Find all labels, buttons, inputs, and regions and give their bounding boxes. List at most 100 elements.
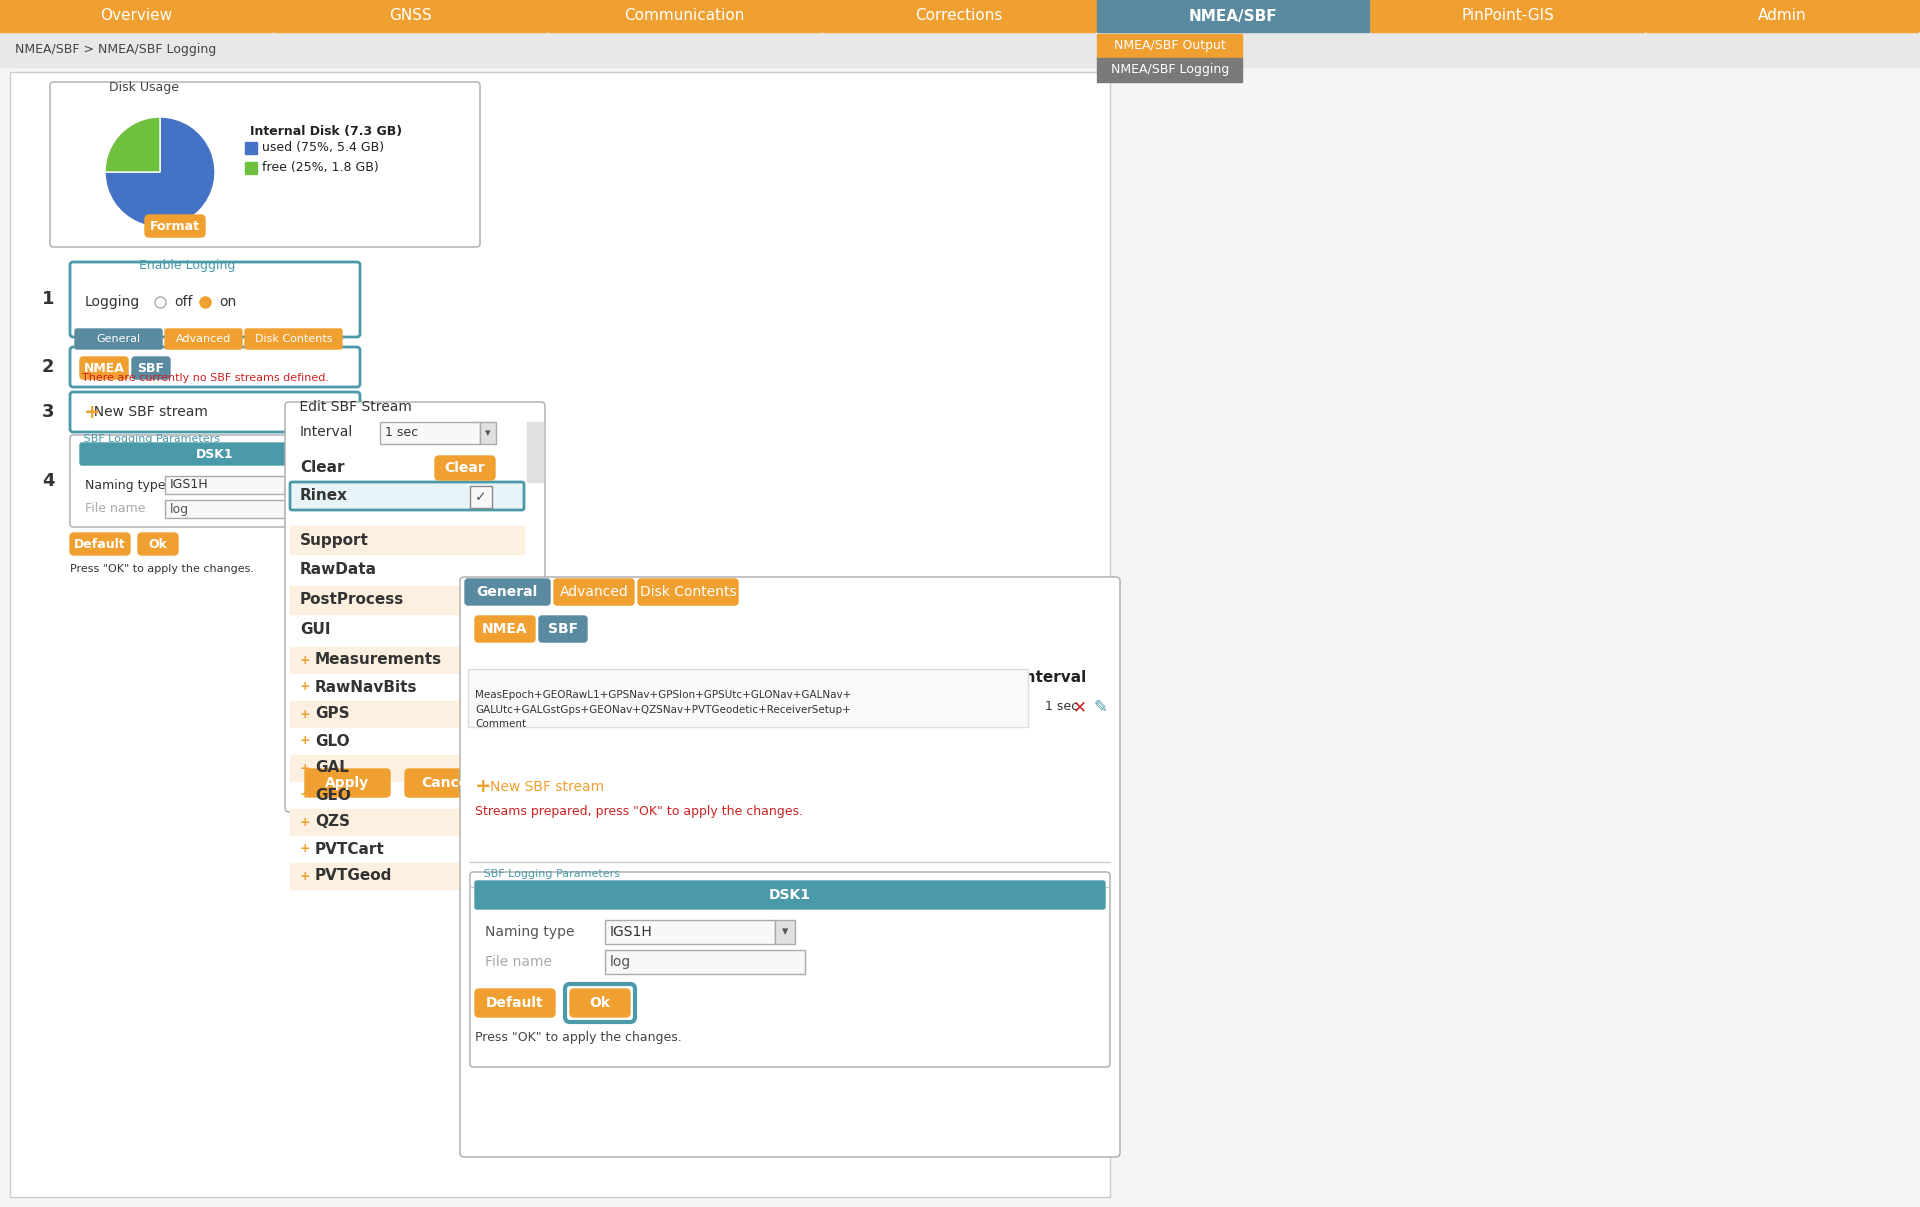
FancyBboxPatch shape bbox=[246, 162, 257, 174]
FancyBboxPatch shape bbox=[380, 422, 480, 444]
FancyBboxPatch shape bbox=[290, 809, 524, 835]
FancyBboxPatch shape bbox=[10, 72, 1110, 1197]
Text: Interval: Interval bbox=[300, 425, 353, 439]
FancyBboxPatch shape bbox=[69, 533, 131, 555]
Text: NMEA/SBF Output: NMEA/SBF Output bbox=[1114, 40, 1225, 52]
FancyBboxPatch shape bbox=[246, 330, 342, 349]
Text: RawData: RawData bbox=[300, 562, 376, 577]
FancyBboxPatch shape bbox=[138, 533, 179, 555]
Wedge shape bbox=[106, 117, 159, 173]
Text: free (25%, 1.8 GB): free (25%, 1.8 GB) bbox=[261, 162, 378, 175]
Text: New SBF stream: New SBF stream bbox=[490, 780, 605, 794]
Text: NMEA/SBF > NMEA/SBF Logging: NMEA/SBF > NMEA/SBF Logging bbox=[15, 43, 217, 57]
Text: Press "OK" to apply the changes.: Press "OK" to apply the changes. bbox=[69, 564, 253, 575]
Text: Format: Format bbox=[150, 220, 200, 233]
FancyBboxPatch shape bbox=[290, 728, 524, 754]
FancyBboxPatch shape bbox=[824, 0, 1094, 33]
Text: Edit SBF Stream: Edit SBF Stream bbox=[296, 400, 417, 414]
Text: Internal Disk (7.3 GB): Internal Disk (7.3 GB) bbox=[250, 126, 401, 139]
FancyBboxPatch shape bbox=[468, 669, 1027, 727]
FancyBboxPatch shape bbox=[132, 357, 171, 379]
Text: GLO: GLO bbox=[315, 734, 349, 748]
Text: File name: File name bbox=[486, 955, 553, 969]
FancyBboxPatch shape bbox=[474, 881, 1106, 909]
FancyBboxPatch shape bbox=[81, 357, 129, 379]
Text: IGS1H: IGS1H bbox=[611, 925, 653, 939]
FancyBboxPatch shape bbox=[165, 476, 284, 494]
FancyBboxPatch shape bbox=[290, 482, 524, 511]
FancyBboxPatch shape bbox=[305, 769, 390, 797]
Text: NMEA/SBF: NMEA/SBF bbox=[1188, 8, 1277, 23]
Text: Interval: Interval bbox=[1020, 670, 1087, 684]
FancyBboxPatch shape bbox=[480, 422, 495, 444]
Text: IGS1H: IGS1H bbox=[171, 478, 209, 491]
FancyBboxPatch shape bbox=[605, 950, 804, 974]
FancyBboxPatch shape bbox=[69, 435, 361, 527]
Text: 4: 4 bbox=[42, 472, 54, 490]
Text: GAL: GAL bbox=[315, 760, 349, 776]
FancyBboxPatch shape bbox=[526, 422, 543, 482]
FancyBboxPatch shape bbox=[474, 616, 536, 642]
FancyBboxPatch shape bbox=[570, 989, 630, 1018]
Text: Advanced: Advanced bbox=[177, 334, 230, 344]
FancyBboxPatch shape bbox=[474, 989, 555, 1018]
FancyBboxPatch shape bbox=[284, 402, 545, 812]
FancyBboxPatch shape bbox=[1371, 0, 1644, 33]
Text: GPS: GPS bbox=[315, 706, 349, 722]
FancyBboxPatch shape bbox=[290, 647, 524, 674]
FancyBboxPatch shape bbox=[1096, 34, 1242, 58]
Text: NMEA: NMEA bbox=[84, 362, 125, 374]
Text: Enable Logging: Enable Logging bbox=[134, 260, 240, 273]
Text: General: General bbox=[96, 334, 140, 344]
Text: ▾: ▾ bbox=[486, 428, 492, 438]
Text: Advanced: Advanced bbox=[559, 585, 628, 599]
FancyBboxPatch shape bbox=[69, 392, 361, 432]
Text: Communication: Communication bbox=[624, 8, 745, 23]
Text: Default: Default bbox=[486, 996, 543, 1010]
Text: off: off bbox=[175, 295, 192, 309]
FancyBboxPatch shape bbox=[290, 556, 524, 584]
FancyBboxPatch shape bbox=[75, 330, 161, 349]
FancyBboxPatch shape bbox=[1645, 0, 1918, 33]
Text: Logging: Logging bbox=[84, 295, 140, 309]
Text: Measurements: Measurements bbox=[315, 653, 442, 667]
Text: GEO: GEO bbox=[315, 787, 351, 803]
Text: +: + bbox=[300, 653, 311, 666]
FancyBboxPatch shape bbox=[290, 836, 524, 862]
Text: +: + bbox=[300, 735, 311, 747]
Text: ✓: ✓ bbox=[474, 490, 488, 505]
FancyBboxPatch shape bbox=[470, 871, 1110, 1067]
Text: +: + bbox=[300, 816, 311, 828]
Text: QZS: QZS bbox=[315, 815, 349, 829]
Text: used (75%, 5.4 GB): used (75%, 5.4 GB) bbox=[261, 141, 384, 154]
Text: PostProcess: PostProcess bbox=[300, 593, 405, 607]
Text: +: + bbox=[300, 762, 311, 775]
FancyBboxPatch shape bbox=[549, 0, 822, 33]
Text: SBF: SBF bbox=[138, 362, 165, 374]
FancyBboxPatch shape bbox=[436, 456, 495, 480]
FancyBboxPatch shape bbox=[1096, 58, 1242, 82]
Text: ✎: ✎ bbox=[1092, 698, 1108, 716]
Text: SBF Logging Parameters: SBF Logging Parameters bbox=[81, 435, 223, 444]
Text: +: + bbox=[300, 681, 311, 694]
Text: +: + bbox=[474, 777, 492, 797]
Text: Rinex: Rinex bbox=[300, 489, 348, 503]
Text: General: General bbox=[476, 585, 538, 599]
Text: Press "OK" to apply the changes.: Press "OK" to apply the changes. bbox=[474, 1031, 682, 1044]
Text: Clear: Clear bbox=[445, 461, 486, 476]
FancyBboxPatch shape bbox=[69, 262, 361, 337]
FancyBboxPatch shape bbox=[50, 82, 480, 247]
FancyBboxPatch shape bbox=[146, 215, 205, 237]
FancyBboxPatch shape bbox=[246, 142, 257, 154]
Text: Apply: Apply bbox=[324, 776, 369, 791]
FancyBboxPatch shape bbox=[165, 330, 242, 349]
Text: log: log bbox=[611, 955, 632, 969]
Text: +: + bbox=[300, 707, 311, 721]
FancyBboxPatch shape bbox=[776, 920, 795, 944]
Text: PinPoint-GIS: PinPoint-GIS bbox=[1461, 8, 1553, 23]
FancyBboxPatch shape bbox=[290, 782, 524, 807]
Text: PVTGeod: PVTGeod bbox=[315, 869, 392, 884]
Text: Overview: Overview bbox=[100, 8, 173, 23]
Text: ▾: ▾ bbox=[781, 926, 787, 939]
FancyBboxPatch shape bbox=[0, 0, 273, 33]
